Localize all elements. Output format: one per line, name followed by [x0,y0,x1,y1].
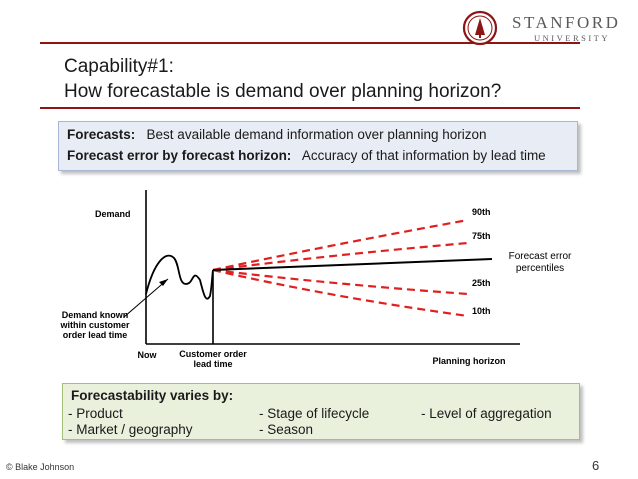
percentile-25-label: 25th [472,278,491,288]
page-title: Capability#1: How forecastable is demand… [64,54,501,104]
stanford-seal-icon [462,10,498,46]
arrow-head-icon [159,279,168,286]
copyright-text: © Blake Johnson [6,462,75,472]
title-line-1: Capability#1: [64,56,174,77]
known-demand-arrow [123,278,169,318]
definition-forecast-error-text: Accuracy of that information by lead tim… [301,148,546,163]
forecast-line [212,258,493,271]
stanford-logo: STANFORD UNIVERSITY [462,10,634,46]
known-demand-label-3: order lead time [63,330,128,340]
definitions-box: Forecasts: Best available demand informa… [58,121,578,171]
x-axis-label: Planning horizon [433,356,506,366]
forecast-error-label-2: percentiles [516,263,564,274]
definition-forecasts: Forecasts: Best available demand informa… [67,127,487,142]
percentile-90-line [212,218,469,272]
percentile-10-line [212,268,469,318]
customer-order-label-1: Customer order [179,349,247,359]
definition-forecast-error-label: Forecast error by forecast horizon: [67,148,292,163]
definition-forecast-error: Forecast error by forecast horizon: Accu… [67,148,546,163]
logo-name: STANFORD [512,13,621,32]
factor-aggregation: - Level of aggregation [421,406,552,421]
factor-market: - Market / geography [68,422,193,437]
factor-lifecycle: - Stage of lifecycle [259,406,370,421]
forecast-error-label-1: Forecast error [509,251,572,262]
percentile-25-line [212,268,469,296]
percentile-75-label: 75th [472,231,491,241]
header-rule-top [40,42,580,44]
percentile-10-label: 10th [472,306,491,316]
factor-season: - Season [259,422,314,437]
now-label: Now [138,350,158,360]
title-line-2: How forecastable is demand over planning… [64,81,502,102]
forecastability-heading: Forecastability varies by: [71,388,234,403]
page-number: 6 [592,458,600,473]
definition-forecasts-label: Forecasts: [67,127,136,142]
known-demand-label-2: within customer [59,320,130,330]
header-rule-bottom [40,107,580,109]
definition-forecasts-text: Best available demand information over p… [146,127,487,142]
y-axis-label: Demand [95,209,131,219]
percentile-90-label: 90th [472,207,491,217]
known-demand-curve [145,254,214,300]
percentile-75-line [212,241,469,272]
customer-order-label-2: lead time [193,359,232,369]
logo-subtitle: UNIVERSITY [534,33,610,43]
known-demand-label-1: Demand known [62,310,129,320]
factor-product: - Product [68,406,123,421]
forecastability-box: Forecastability varies by: - Product - S… [62,383,580,440]
